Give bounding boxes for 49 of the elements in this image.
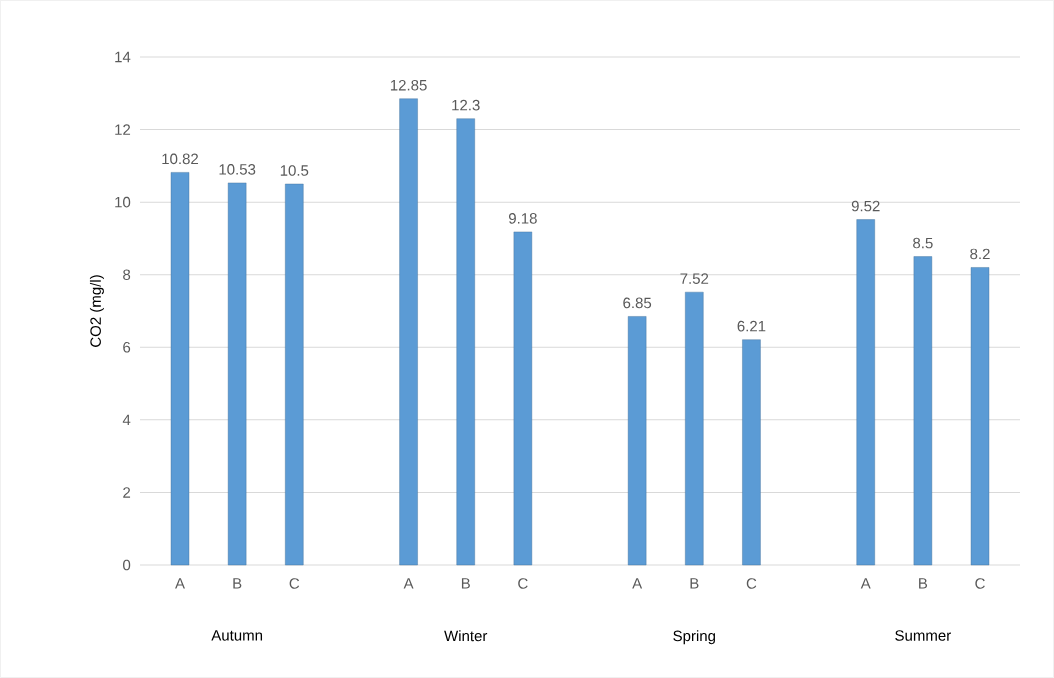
bar — [627, 316, 647, 566]
y-tick-label: 6 — [123, 341, 131, 353]
data-label: 6.21 — [737, 320, 766, 332]
data-label: 10.82 — [162, 153, 199, 165]
text: Autumn — [211, 630, 263, 641]
x-tick-label: C — [289, 578, 300, 589]
text: Spring — [673, 630, 715, 645]
text: Winter — [444, 630, 488, 642]
bar — [685, 291, 704, 566]
y-tick-label: 14 — [115, 51, 131, 63]
bar — [456, 118, 475, 566]
x-tick-label: A — [860, 578, 871, 589]
data-label: 10.53 — [219, 164, 256, 175]
bar — [399, 98, 418, 566]
data-label: 9.52 — [851, 200, 880, 212]
x-tick-label: A — [632, 578, 643, 589]
x-tick-label: B — [461, 578, 470, 589]
data-label: 7.52 — [680, 273, 709, 284]
text: Summer — [895, 630, 951, 641]
bar — [970, 267, 990, 566]
x-tick-label: B — [233, 578, 242, 589]
bar — [913, 256, 933, 566]
y-tick-label: 10 — [115, 196, 131, 208]
data-label: 10.5 — [280, 165, 309, 176]
data-label: 6.85 — [623, 297, 652, 309]
x-tick-label: C — [518, 578, 528, 589]
x-tick-label: B — [690, 578, 699, 589]
data-label: 12.3 — [452, 99, 480, 111]
x-tick-label: C — [746, 578, 757, 589]
data-label: 8.5 — [913, 237, 933, 249]
data-label: 12.85 — [390, 79, 427, 91]
x-tick-label: C — [975, 578, 985, 589]
x-tick-label: B — [919, 578, 928, 589]
bar — [513, 231, 533, 566]
data-label: 8.2 — [970, 248, 990, 260]
y-tick-label: 12 — [115, 124, 131, 135]
data-label: 9.18 — [508, 213, 537, 224]
y-tick-label: 0 — [123, 559, 131, 571]
y-tick-label: 2 — [123, 487, 131, 498]
bar — [227, 182, 247, 566]
bar — [285, 183, 304, 566]
y-tick-label: 8 — [123, 269, 131, 281]
y-axis-title: CO2 (mg/l) — [89, 275, 104, 347]
x-tick-label: A — [175, 578, 185, 589]
bar — [856, 219, 875, 566]
bar — [170, 172, 190, 566]
y-tick-label: 4 — [122, 414, 131, 426]
bar — [742, 339, 761, 566]
x-tick-label: A — [403, 578, 414, 589]
